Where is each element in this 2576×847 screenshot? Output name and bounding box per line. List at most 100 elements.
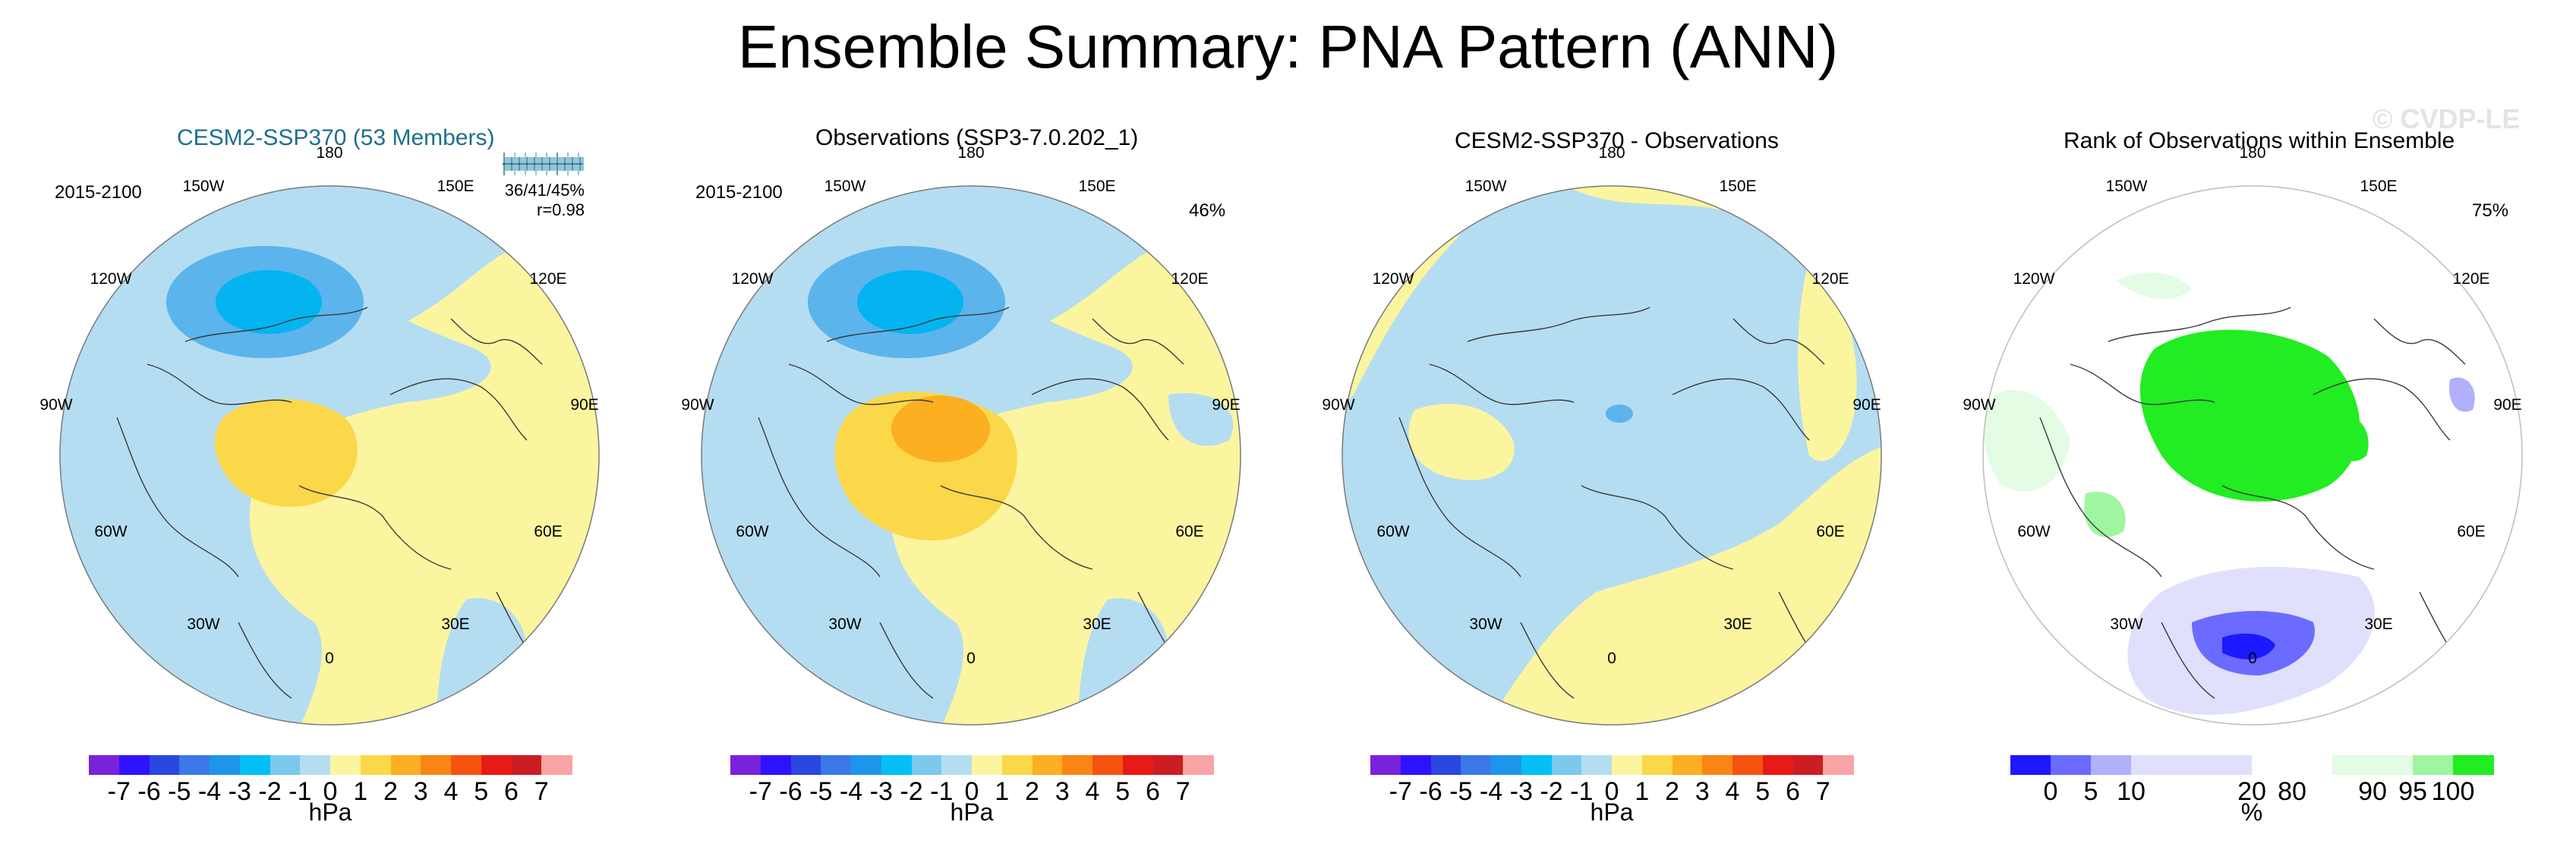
panel-1-ensemble-strip (503, 153, 584, 175)
lon-label-150W: 150W (825, 178, 866, 195)
colorbar-tick: 0 (2043, 777, 2058, 806)
panel-4-colorbar (2010, 755, 2494, 775)
colorbar-tick: 4 (1725, 777, 1740, 806)
colorbar-tick: 80 (2278, 777, 2306, 806)
field-arctic-high-core (891, 395, 990, 462)
coastline-segment (2313, 378, 2451, 441)
panel-1-unit: hPa (308, 798, 352, 826)
field-negative-north-atlantic (60, 207, 491, 725)
lon-label-0: 0 (1607, 650, 1616, 667)
colorbar-tick: 5 (1115, 777, 1130, 806)
field-rank-green-west (1984, 389, 2070, 492)
colorbar-cell (451, 755, 482, 775)
panel-4-map: 180 150E 120E 90E 60E 30E 0 30W 60W 90W 120W 150W (1963, 144, 2523, 726)
colorbar-tick: 4 (1085, 777, 1100, 806)
colorbar-cell (330, 755, 361, 775)
coastline-segment (2039, 417, 2162, 578)
colorbar-tick: -4 (197, 777, 222, 806)
colorbar-cell (2212, 755, 2253, 775)
map-boundary (1342, 185, 1882, 726)
lon-label-120E: 120E (1171, 270, 1208, 288)
colorbar-cell (118, 755, 150, 775)
panel-1-stats-r: r=0.98 (537, 200, 585, 219)
colorbar-tick: -7 (749, 777, 772, 806)
map-boundary (1982, 185, 2523, 726)
colorbar-cell (1062, 755, 1093, 775)
colorbar-cell (300, 755, 331, 775)
colorbar-tick: -2 (258, 777, 282, 806)
colorbar-tick: 0 (1604, 777, 1619, 806)
colorbar-cell (2453, 755, 2494, 775)
colorbar-tick: -7 (107, 777, 131, 806)
colorbar-cell (1733, 755, 1764, 775)
colorbar-tick: -3 (228, 777, 251, 806)
colorbar-cell (730, 755, 761, 775)
lon-label-90E: 90E (1212, 396, 1240, 414)
colorbar-tick: -2 (900, 777, 923, 806)
colorbar-cell (1702, 755, 1733, 775)
coastline-segment (1733, 318, 1825, 365)
field-rank-lowest (2222, 633, 2275, 660)
field-pacific-low-core (216, 270, 322, 334)
colorbar-cell (1551, 755, 1582, 775)
coastline-segment (1398, 417, 1521, 578)
coastline-segment (2161, 622, 2215, 699)
coastline-segment (147, 364, 292, 405)
colorbar-tick: 5 (1755, 777, 1770, 806)
colorbar-tick: 4 (443, 777, 459, 806)
lon-label-0: 0 (966, 650, 976, 667)
colorbar-cell (511, 755, 542, 775)
watermark: © CVDP-LE (2373, 103, 2521, 134)
coastline-segment (116, 417, 239, 578)
colorbar-cell (1183, 755, 1214, 775)
coastline-segment (1581, 485, 1734, 570)
colorbar-tick: -2 (1540, 777, 1563, 806)
lon-label-180: 180 (316, 144, 342, 162)
lon-label-30E: 30E (441, 616, 469, 633)
lon-label-120E: 120E (1811, 270, 1849, 288)
lon-label-120W: 120W (732, 270, 774, 288)
colorbar-cell (851, 755, 882, 775)
lon-label-60W: 60W (1376, 523, 1409, 540)
colorbar-cell (1430, 755, 1461, 775)
colorbar-cell (481, 755, 512, 775)
panel-3-colorbar (1370, 755, 1854, 775)
colorbar-tick: 2 (383, 777, 398, 806)
colorbar-cell (1370, 755, 1402, 775)
colorbar-cell (972, 755, 1003, 775)
colorbar-cell (760, 755, 791, 775)
coastline-segment (450, 318, 543, 365)
colorbar-cell (1672, 755, 1703, 775)
colorbar-tick: -5 (168, 777, 191, 806)
colorbar-tick: 0 (323, 777, 338, 806)
coastline-segment (1031, 378, 1169, 441)
panel-1-map: 180 150E 120E 90E 60E 30E 0 30W 60W 90W 120W 150W (39, 144, 600, 726)
lon-label-120E: 120E (529, 270, 566, 288)
lon-label-90E: 90E (2493, 396, 2521, 414)
lon-label-180: 180 (2239, 144, 2265, 162)
coastline-segment (1429, 364, 1575, 405)
colorbar-tick: -5 (1449, 777, 1473, 806)
field-rank-high-east (2335, 416, 2369, 461)
colorbar-tick: -1 (930, 777, 954, 806)
colorbar-cell (1612, 755, 1643, 775)
coastline-segment (1672, 378, 1810, 441)
colorbar-cell (1400, 755, 1431, 775)
colorbar-cell (790, 755, 821, 775)
map-boundary (701, 185, 1241, 726)
panel-3-map: 180 150E 120E 90E 60E 30E 0 30W 60W 90W 120W 150W (1322, 144, 1882, 726)
colorbar-tick: 95 (2398, 777, 2427, 806)
coastline-segment (940, 485, 1093, 570)
lon-label-90W: 90W (681, 396, 714, 414)
colorbar-tick: 2 (1025, 777, 1039, 806)
colorbar-cell (1461, 755, 1492, 775)
colorbar-cell (1122, 755, 1153, 775)
lon-label-90E: 90E (1852, 396, 1881, 414)
lon-label-60E: 60E (534, 523, 562, 540)
colorbar-cell (149, 755, 180, 775)
lon-label-180: 180 (1598, 144, 1625, 162)
coastline-segment (1092, 318, 1184, 365)
figure-title: Ensemble Summary: PNA Pattern (ANN) (737, 13, 1839, 80)
lon-label-0: 0 (325, 650, 334, 667)
field-positive-center (1408, 404, 1515, 480)
